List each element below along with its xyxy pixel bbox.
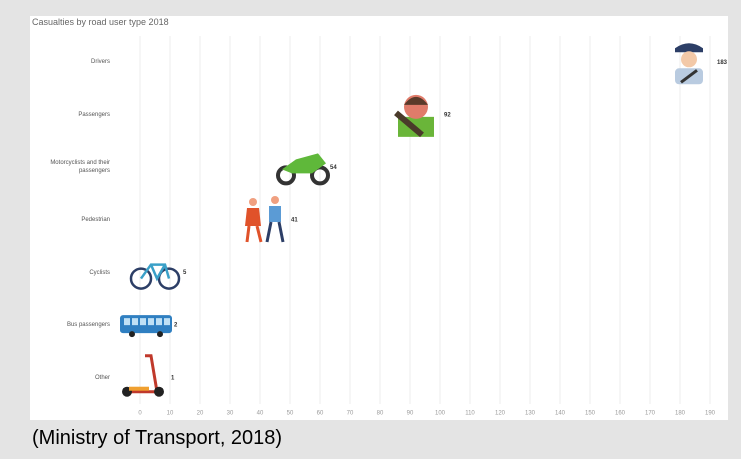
wheel	[157, 267, 181, 290]
x-tick-label: 50	[287, 411, 294, 417]
x-tick-label: 160	[615, 411, 626, 417]
body	[245, 208, 261, 226]
x-tick-label: 10	[167, 411, 174, 417]
y-tick-label: Drivers	[91, 59, 110, 66]
x-tick-label: 120	[495, 411, 506, 417]
hair	[404, 96, 428, 105]
face	[681, 51, 697, 68]
x-tick-label: 170	[645, 411, 656, 417]
value-label: 5	[183, 270, 187, 276]
x-tick-label: 40	[257, 411, 264, 417]
body	[269, 206, 281, 222]
x-tick-label: 180	[675, 411, 686, 417]
wheel	[129, 331, 135, 338]
window	[148, 318, 154, 326]
x-tick-label: 140	[555, 411, 566, 417]
window	[124, 318, 130, 326]
chart-panel	[30, 16, 728, 420]
pictogram-mark	[245, 196, 285, 243]
x-tick-label: 130	[525, 411, 536, 417]
pictogram-mark	[394, 94, 434, 138]
x-tick-label: 80	[377, 411, 384, 417]
value-label: 183	[717, 60, 728, 66]
wheel	[154, 386, 164, 397]
belt	[394, 110, 424, 138]
pictogram-mark	[122, 354, 164, 397]
head	[271, 196, 279, 204]
value-label: 1	[171, 375, 175, 381]
legs	[265, 221, 285, 243]
x-tick-label: 70	[347, 411, 354, 417]
value-label: 41	[291, 218, 298, 224]
x-tick-label: 60	[317, 411, 324, 417]
value-label: 54	[330, 165, 337, 171]
legs	[245, 225, 263, 243]
window	[156, 318, 162, 326]
y-tick-label: Passengers	[78, 111, 110, 118]
frame	[139, 263, 171, 282]
frame	[127, 354, 159, 394]
wheel	[129, 267, 153, 290]
x-tick-label: 190	[705, 411, 716, 417]
y-tick-label: Other	[94, 374, 110, 381]
window	[140, 318, 146, 326]
value-label: 92	[444, 112, 451, 118]
pictogram-mark	[675, 43, 703, 85]
pictogram-mark	[129, 263, 181, 290]
y-tick-label: Bus passengers	[66, 322, 110, 329]
deck	[129, 386, 149, 391]
y-tick-label: Cyclists	[89, 269, 110, 276]
pictogram-mark	[276, 153, 330, 186]
x-tick-label: 100	[435, 411, 446, 417]
window	[132, 318, 138, 326]
x-tick-label: 20	[197, 411, 204, 417]
wheel	[157, 331, 163, 338]
y-tick-label: Motorcyclists and their passengers	[50, 160, 110, 175]
frame	[282, 153, 326, 174]
caption: (Ministry of Transport, 2018)	[32, 427, 283, 449]
x-tick-label: 110	[465, 411, 475, 417]
window	[164, 318, 170, 326]
head	[249, 198, 257, 206]
x-tick-label: 150	[585, 411, 596, 417]
pictogram-mark	[120, 315, 172, 338]
x-tick-label: 90	[407, 411, 414, 417]
y-tick-label: Pedestrian	[81, 217, 110, 223]
cap	[675, 43, 703, 53]
value-label: 2	[174, 323, 178, 329]
x-tick-label: 30	[227, 411, 234, 417]
x-tick-label: 0	[138, 411, 142, 417]
belt	[680, 69, 698, 84]
chart-title: Casualties by road user type 2018	[32, 17, 169, 27]
